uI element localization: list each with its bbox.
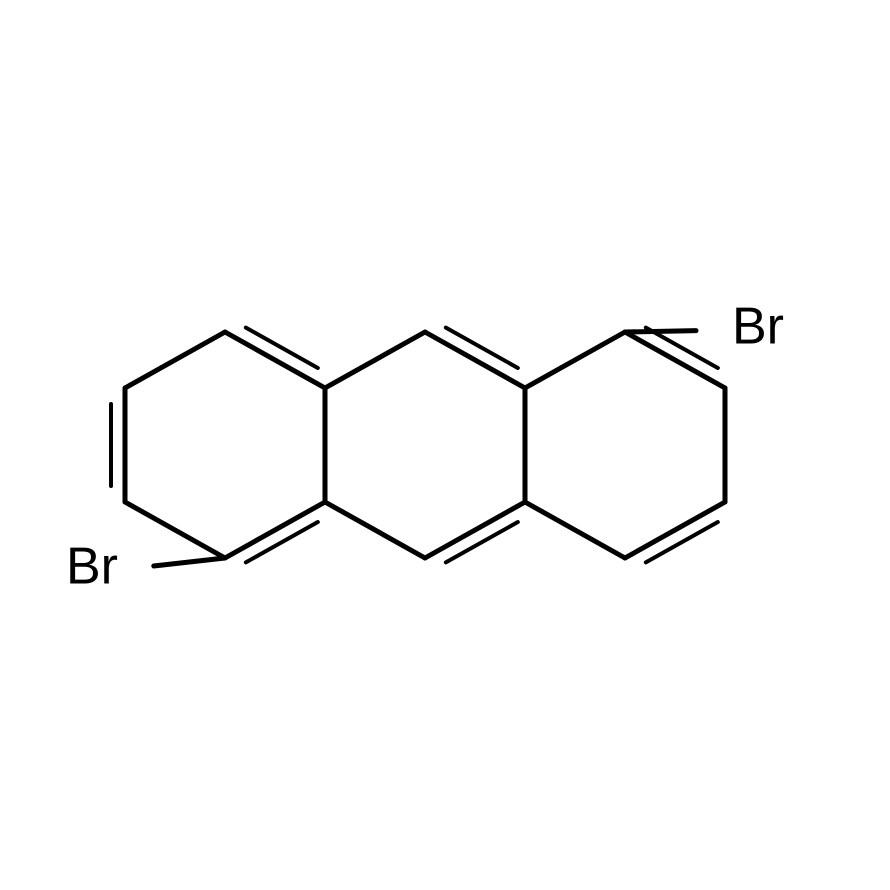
molecule-diagram: Br Br [0,0,890,890]
atom-label-br1: Br [66,538,118,596]
atom-label-br2: Br [732,298,784,356]
